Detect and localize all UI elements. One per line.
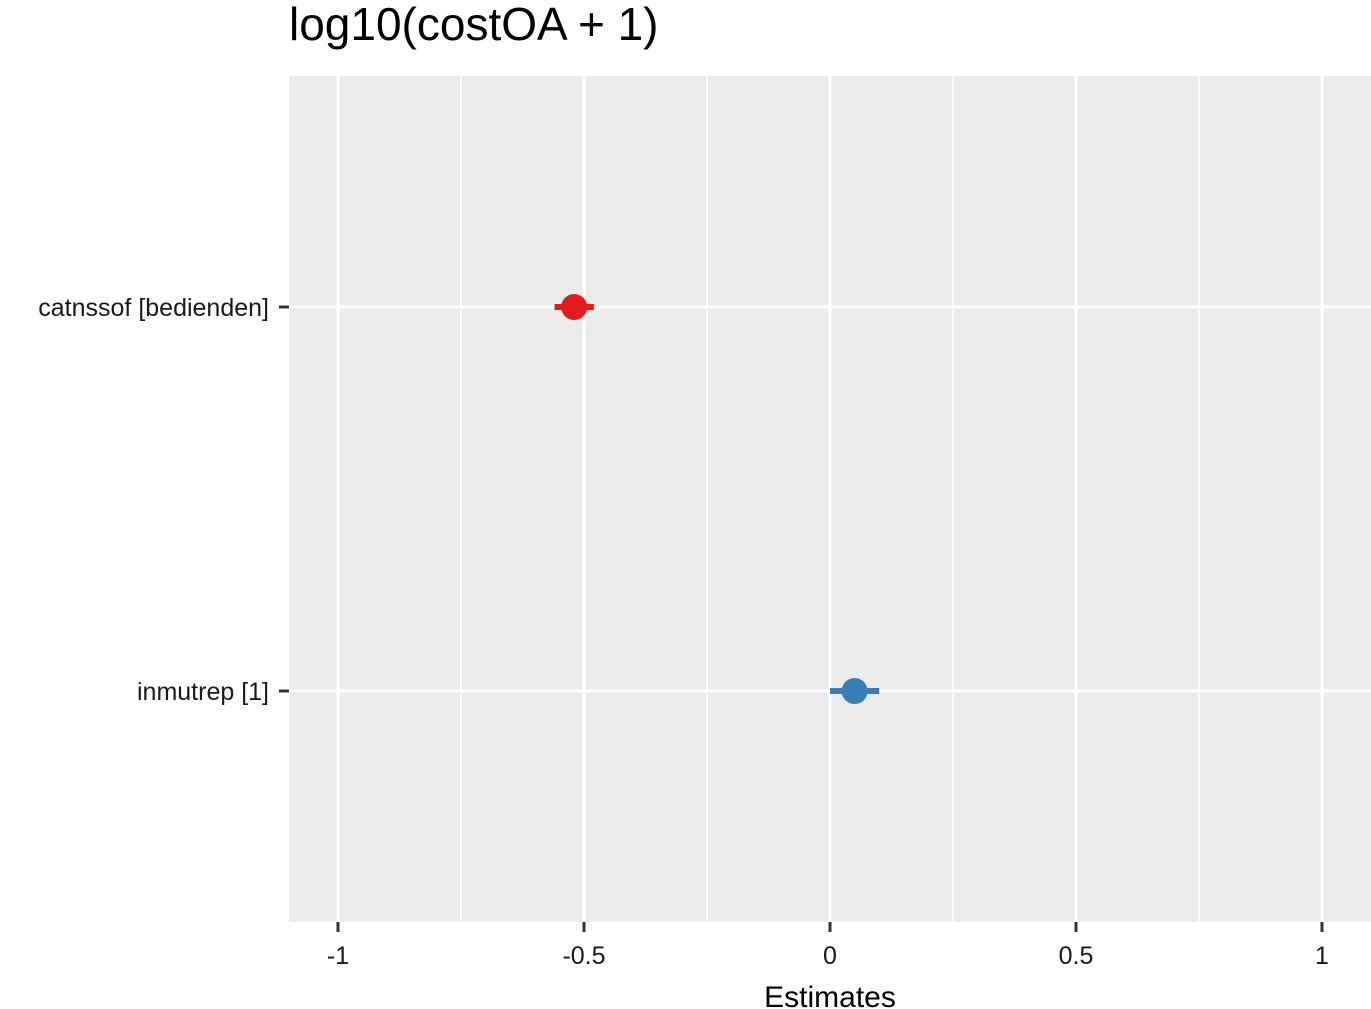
y-axis: catnssof [bedienden] inmutrep [1] <box>38 294 289 706</box>
y-tick-label: catnssof [bedienden] <box>38 294 269 322</box>
chart-title: log10(costOA + 1) <box>289 0 658 50</box>
estimate-point <box>561 294 587 320</box>
x-tick-label: -1 <box>327 942 349 970</box>
x-tick-label: 1 <box>1315 942 1329 970</box>
x-axis: -1 -0.5 0 0.5 1 <box>327 922 1329 970</box>
x-axis-title: Estimates <box>764 981 896 1009</box>
x-tick-label: -0.5 <box>562 942 605 970</box>
y-tick-label: inmutrep [1] <box>137 678 269 706</box>
estimate-point <box>842 678 868 704</box>
x-tick-label: 0.5 <box>1059 942 1094 970</box>
x-tick-label: 0 <box>823 942 837 970</box>
